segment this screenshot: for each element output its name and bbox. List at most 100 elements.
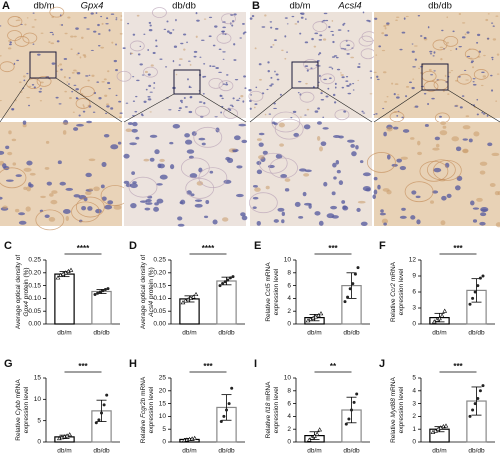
cell (401, 207, 406, 211)
histology: A db/m Gpx4 db/db B db/m Acsl4 db/db (2, 0, 452, 12)
tubule (26, 78, 41, 90)
tubule (248, 90, 264, 102)
cell (38, 90, 42, 93)
cell (23, 167, 32, 172)
cell (284, 188, 290, 192)
cell (490, 74, 493, 77)
data-point (106, 287, 110, 291)
chart: E Relative Ccl5 mRNA expression level 0 2 4 6 8… (254, 240, 370, 337)
cell (451, 136, 460, 142)
cell (333, 101, 337, 104)
cell (254, 103, 258, 105)
chart: I Relative Il18 mRNA expression level 0 2 4 6 8… (254, 358, 370, 455)
tubule (404, 181, 434, 203)
cell (332, 135, 341, 138)
data-point (318, 311, 324, 316)
cell (489, 182, 496, 187)
cell (412, 66, 416, 68)
cell (286, 23, 289, 25)
tubule (218, 80, 234, 92)
cell (496, 73, 500, 75)
cell (392, 126, 399, 130)
y-tick-label: 0.00 (28, 321, 41, 328)
cell (476, 41, 479, 44)
cell (462, 149, 469, 153)
cell (44, 167, 50, 170)
cell (56, 70, 59, 73)
data-point (230, 386, 234, 390)
cell (340, 74, 344, 76)
cell (320, 141, 327, 147)
cell (297, 91, 300, 94)
cell (480, 208, 488, 212)
cell (57, 160, 62, 165)
cell (342, 205, 347, 210)
y-tick-label: 2 (287, 308, 291, 315)
cell (66, 81, 69, 83)
y-tick-label: 1 (412, 426, 416, 433)
cell (383, 131, 387, 137)
cell (264, 14, 267, 17)
cell (48, 41, 51, 43)
y-axis-label: Relative Myd88 mRNA (390, 376, 397, 442)
cell (187, 78, 189, 81)
cell (313, 45, 317, 48)
cell (267, 69, 270, 73)
tissue-column (116, 7, 248, 227)
cell (218, 48, 222, 50)
column-header: db/m (33, 1, 54, 12)
cell (123, 180, 130, 184)
cell (400, 156, 408, 160)
cell (26, 186, 32, 192)
cell (292, 110, 297, 113)
y-axis-label-part: protein (%) (23, 267, 30, 301)
cell (468, 138, 473, 143)
cell (294, 201, 301, 207)
cell (379, 212, 386, 216)
y-axis-label-part: expression level (23, 386, 30, 433)
cell (0, 150, 5, 155)
cell (37, 53, 41, 56)
y-tick-label: 0.20 (28, 270, 41, 277)
cell (318, 39, 323, 41)
cell (15, 174, 22, 178)
cell (495, 222, 500, 228)
cell (193, 50, 198, 53)
cell (50, 199, 58, 205)
data-point (306, 437, 312, 442)
cell (432, 190, 439, 194)
cell (350, 143, 355, 148)
cell (31, 26, 35, 28)
cell (100, 184, 105, 189)
cell (299, 116, 302, 118)
cell (75, 97, 78, 100)
data-point (439, 313, 445, 318)
y-axis-label: expression level (273, 386, 280, 433)
y-axis-label: expression level (398, 268, 405, 315)
cell (243, 31, 247, 34)
cell (8, 39, 12, 42)
cell (336, 68, 341, 71)
cell (322, 38, 327, 41)
cell (423, 36, 427, 40)
cell (341, 200, 346, 204)
cell (49, 31, 54, 34)
cell (202, 92, 205, 95)
cell (270, 76, 273, 79)
y-axis-label-part: mRNA (265, 381, 272, 403)
cell (380, 209, 384, 213)
cell (294, 23, 298, 25)
panel-label: C (4, 240, 12, 252)
cell (190, 193, 195, 197)
data-point (218, 284, 222, 288)
cell (395, 16, 400, 18)
cell (258, 63, 262, 66)
cell (118, 100, 122, 103)
cell (166, 20, 169, 23)
cell (253, 106, 256, 109)
y-tick-label: 0 (287, 321, 291, 328)
cell (464, 33, 467, 36)
cell (108, 29, 111, 32)
cell (0, 55, 2, 57)
